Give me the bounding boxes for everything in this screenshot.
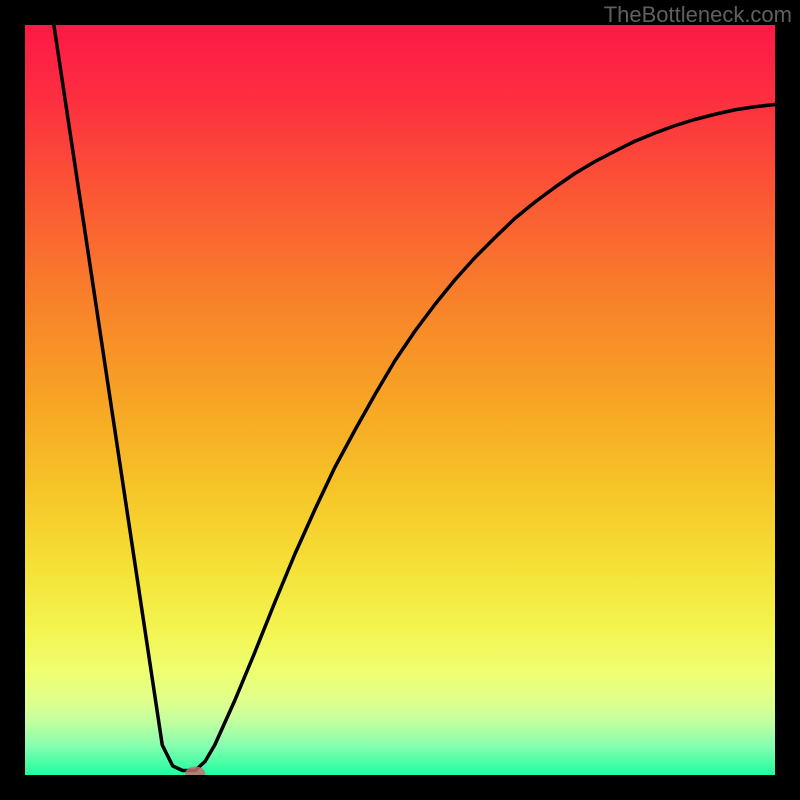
watermark-text: TheBottleneck.com <box>604 2 792 28</box>
bottleneck-chart: TheBottleneck.com <box>0 0 800 800</box>
chart-svg <box>0 0 800 800</box>
chart-background <box>25 25 775 775</box>
